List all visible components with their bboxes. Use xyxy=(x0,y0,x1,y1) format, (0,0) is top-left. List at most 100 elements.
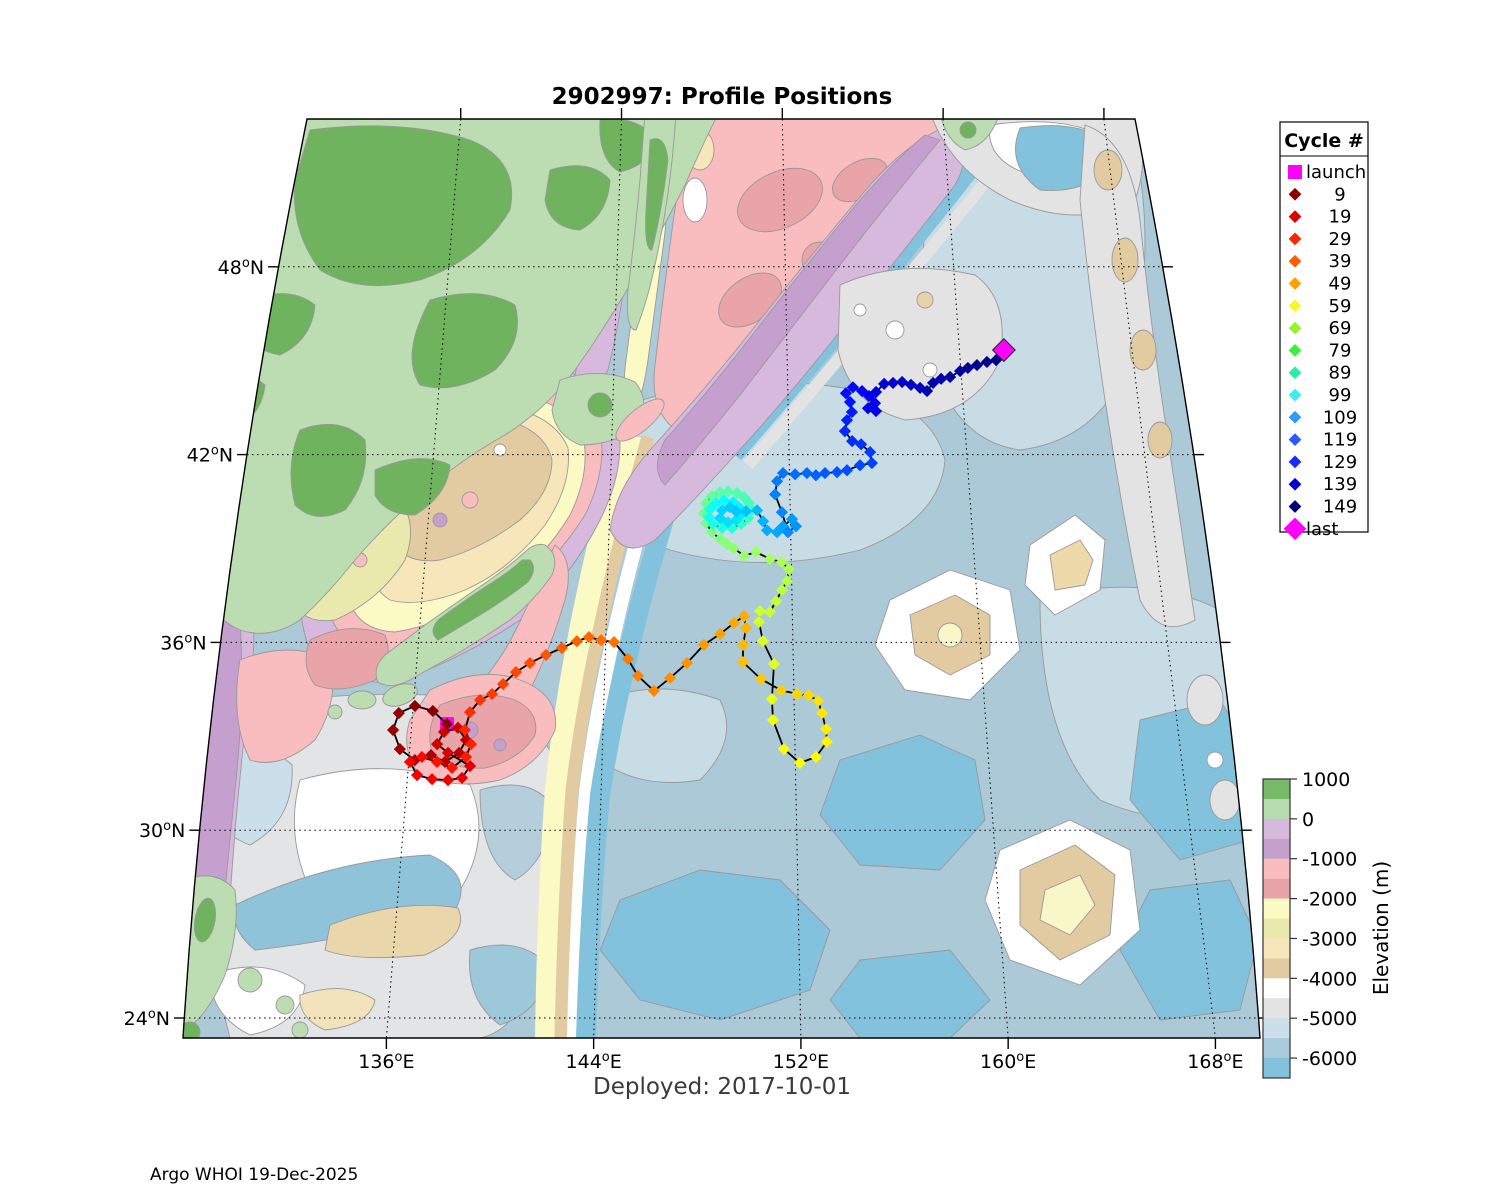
map-graphic xyxy=(461,491,479,509)
map-graphic: 168 xyxy=(1187,1051,1223,1073)
legend-items: launch9192939495969798999109119129139149… xyxy=(1283,162,1366,541)
legend-item-label: launch xyxy=(1306,162,1366,183)
map-graphic xyxy=(385,118,462,1039)
map-graphic xyxy=(781,118,802,1039)
cycle-marker xyxy=(886,376,900,390)
tick-label: 24oN xyxy=(124,1007,170,1030)
map-graphic xyxy=(1129,329,1157,371)
page-title: 2902997: Profile Positions xyxy=(552,84,893,110)
cycle-marker xyxy=(722,485,735,498)
map-graphic xyxy=(567,442,671,1038)
cycle-marker xyxy=(437,725,451,738)
map-graphic xyxy=(193,897,217,943)
map-graphic xyxy=(290,423,367,517)
cycle-marker xyxy=(780,574,794,588)
cycle-marker xyxy=(763,553,777,566)
map-graphic xyxy=(885,320,905,340)
map-graphic xyxy=(1209,779,1241,821)
map-graphic xyxy=(1103,118,1216,1039)
cycle-marker xyxy=(809,469,822,482)
legend-item-label: 19 xyxy=(1329,207,1352,228)
colorbar-ticks: 1000 0 -1000 -2000 -3000 -4000 -5000 -6000 xyxy=(1290,769,1357,1070)
cycle-marker xyxy=(961,361,974,374)
map-graphic: o xyxy=(211,444,219,459)
map-graphic: E xyxy=(1024,1051,1036,1073)
cycle-marker xyxy=(697,638,711,651)
map-graphic xyxy=(237,967,263,993)
map-graphic: 36 xyxy=(160,632,184,654)
cycle-marker xyxy=(840,464,854,477)
map-graphic xyxy=(1093,149,1123,191)
legend-item-label: 69 xyxy=(1329,318,1352,339)
map-graphic: o xyxy=(163,819,171,834)
map-graphic: N xyxy=(192,632,206,654)
legend-item-label: 9 xyxy=(1334,184,1345,205)
colorbar-band xyxy=(1263,838,1290,860)
tick-label: 144oE xyxy=(566,1050,622,1073)
colorbar-band xyxy=(1263,998,1290,1019)
graticule: 136oE 144oE 152oE 160oE 168oE24oN30oN36oN42o… xyxy=(124,108,1268,1073)
colorbar-title: Elevation (m) xyxy=(1369,861,1393,995)
map-graphic xyxy=(645,138,669,251)
trajectory-line xyxy=(392,349,1005,781)
map-border xyxy=(182,118,1261,1039)
map-graphic: 152 xyxy=(773,1051,809,1073)
tick-label: 152oE xyxy=(773,1050,829,1073)
colorbar-band xyxy=(1263,858,1290,880)
map-graphic xyxy=(937,622,963,648)
map-graphic xyxy=(493,738,507,752)
map-graphic xyxy=(479,784,553,881)
colorbar-band xyxy=(1263,798,1290,820)
map-graphic xyxy=(576,446,695,1038)
cycle-marker xyxy=(680,656,694,670)
map-graphic xyxy=(382,683,418,707)
map-graphic xyxy=(942,118,1009,1039)
tick-label: 136oE xyxy=(358,1050,414,1073)
colorbar-band xyxy=(1263,918,1290,939)
colorbar-tick-label: -2000 xyxy=(1302,889,1357,911)
map-graphic xyxy=(819,734,986,871)
map-graphic: o xyxy=(1016,1050,1024,1065)
map-graphic: E xyxy=(817,1051,829,1073)
colorbar-band xyxy=(1263,878,1290,900)
map-graphic: o xyxy=(602,1050,610,1065)
map-graphic: o xyxy=(242,256,250,271)
map-graphic xyxy=(305,628,389,690)
map-graphic: 24 xyxy=(124,1008,148,1030)
map-graphic xyxy=(299,988,376,1031)
colorbar-bands xyxy=(1263,779,1290,1079)
legend-swatch xyxy=(1283,517,1307,541)
colorbar-band xyxy=(1263,1018,1290,1039)
colorbar-band xyxy=(1263,818,1290,840)
legend-item-label: 139 xyxy=(1323,474,1357,495)
map-graphic: N xyxy=(156,1008,170,1030)
map-graphic xyxy=(554,435,655,1038)
map-graphic: 144 xyxy=(566,1051,602,1073)
legend-header: Cycle # xyxy=(1284,130,1364,152)
legend-item-label: 39 xyxy=(1329,251,1352,272)
map-graphic: E xyxy=(402,1051,414,1073)
map-graphic: 136 xyxy=(358,1051,394,1073)
map-graphic xyxy=(853,303,867,317)
credit-text: Argo WHOI 19-Dec-2025 xyxy=(150,1165,358,1185)
tick-label: 36oN xyxy=(160,631,206,654)
map-graphic: N xyxy=(171,820,185,842)
legend-item-label: 99 xyxy=(1329,385,1352,406)
colorbar-tick-label: -6000 xyxy=(1302,1048,1357,1070)
legend-item-label: 89 xyxy=(1329,363,1352,384)
map-graphic xyxy=(293,125,513,287)
legend-item-label: 119 xyxy=(1323,430,1357,451)
map-graphic: 160 xyxy=(980,1051,1016,1073)
colorbar-band xyxy=(1263,1038,1290,1059)
map-graphic xyxy=(1039,874,1096,936)
map-graphic xyxy=(324,904,461,959)
map-graphic: N xyxy=(219,445,233,467)
map-graphic xyxy=(587,392,613,418)
map-graphic xyxy=(544,165,611,231)
cycle-marker xyxy=(713,486,727,499)
legend-item-label: 129 xyxy=(1323,452,1357,473)
colorbar-tick-label: 0 xyxy=(1302,809,1314,831)
map-graphic xyxy=(657,134,941,486)
colorbar-band xyxy=(1263,958,1290,979)
